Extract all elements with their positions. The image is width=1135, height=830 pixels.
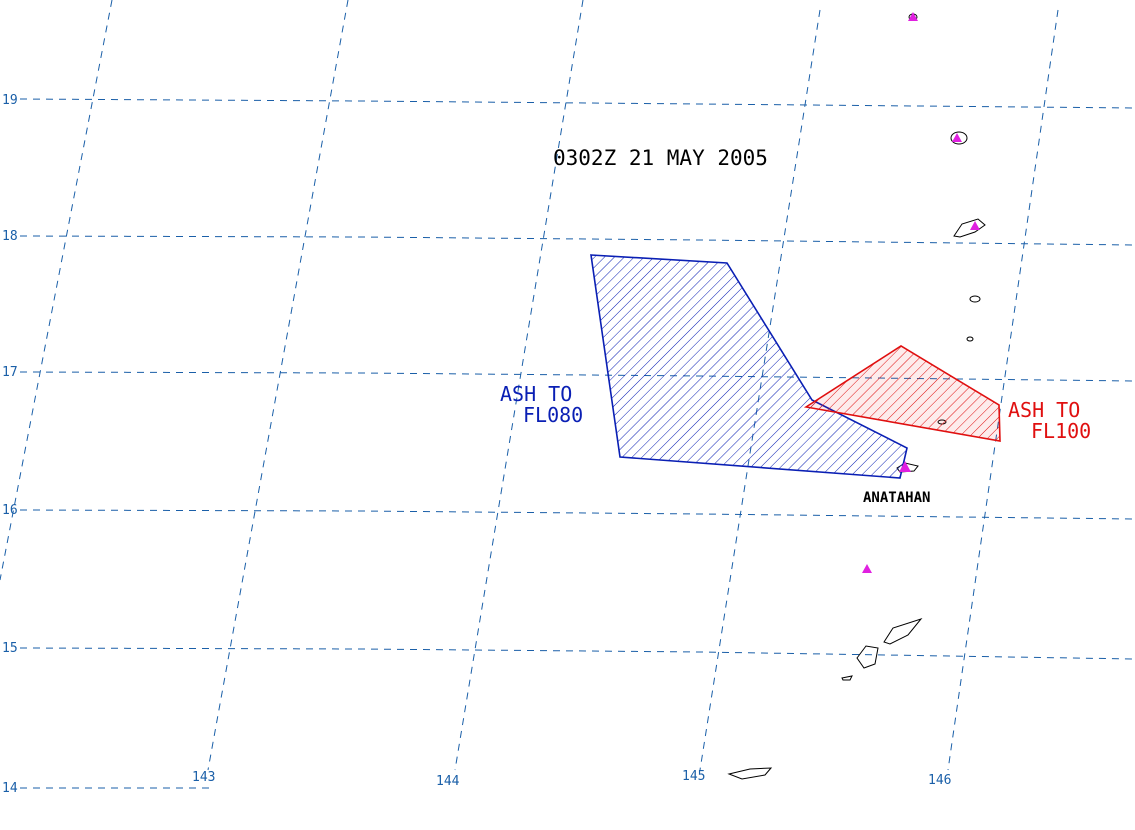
longitude-label: 145 — [682, 769, 705, 784]
latitude-line-16 — [19, 509, 1135, 520]
volcano-label: ANATAHAN — [863, 490, 930, 506]
longitude-label: 143 — [192, 770, 215, 785]
longitude-line-142 — [0, 0, 113, 581]
latitude-label: 18 — [2, 229, 18, 244]
latitude-label: 16 — [2, 503, 18, 518]
latitude-line-15 — [19, 647, 1135, 660]
ash-area-fl100-tint — [806, 346, 1000, 441]
latitude-label: 15 — [2, 641, 18, 656]
triangle-icon — [970, 221, 980, 230]
ash-area-fl080 — [590, 254, 908, 479]
ash-area-fl100 — [803, 345, 1001, 442]
latitude-grid — [19, 98, 1135, 789]
volcano-markers — [862, 12, 980, 573]
latitude-label: 19 — [2, 93, 18, 108]
longitude-line-143 — [207, 0, 349, 771]
longitude-line-146 — [947, 9, 1059, 771]
map-title: 0302Z 21 MAY 2005 — [553, 146, 768, 170]
latitude-labels: 19 18 17 16 15 14 — [2, 93, 18, 796]
latitude-line-17 — [19, 371, 1135, 382]
longitude-grid — [0, 0, 1059, 771]
latitude-label: 14 — [2, 781, 18, 796]
island-aguijan — [841, 675, 853, 681]
ash-label-fl080-line1: ASH TO — [500, 382, 572, 406]
longitude-label: 144 — [436, 774, 460, 789]
island-pagan — [966, 336, 974, 342]
ash-label-fl100-line2: FL100 — [1031, 419, 1091, 443]
island-saipan — [883, 618, 923, 645]
island-asuncion — [953, 218, 986, 238]
triangle-icon — [952, 133, 962, 142]
longitude-labels: 143 144 145 146 — [192, 769, 951, 789]
longitude-line-144 — [454, 0, 584, 771]
island-rota — [727, 767, 773, 780]
triangle-icon — [862, 564, 872, 573]
triangle-icon — [908, 12, 918, 21]
island-agrihan — [969, 295, 981, 303]
island-maug — [950, 131, 968, 145]
ash-label-fl080-line2: FL080 — [523, 403, 583, 427]
latitude-line-19 — [19, 98, 1135, 109]
longitude-line-145 — [699, 9, 821, 771]
latitude-label: 17 — [2, 365, 18, 380]
triangle-icon — [899, 461, 911, 472]
latitude-line-18 — [19, 235, 1135, 246]
ash-label-fl100-line1: ASH TO — [1008, 398, 1080, 422]
island-tinian — [856, 645, 879, 669]
longitude-label: 146 — [928, 773, 951, 788]
